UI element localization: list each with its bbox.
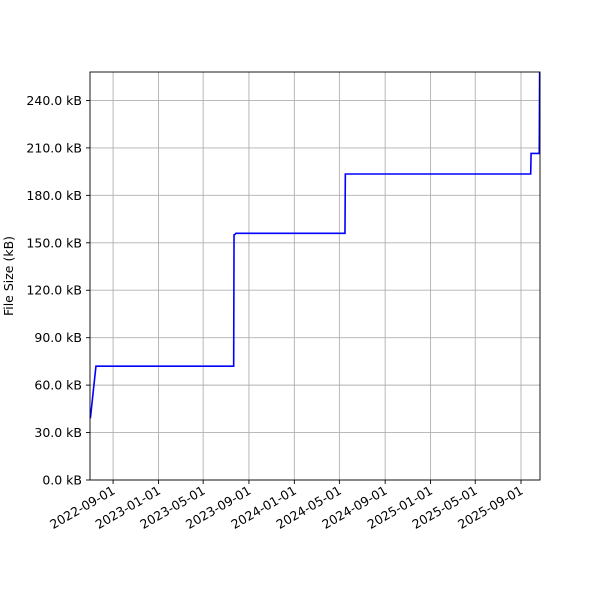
grid-lines: [90, 72, 540, 481]
axis-ticks: [86, 100, 522, 484]
y-tick-label: 90.0 kB: [34, 330, 82, 345]
y-tick-label: 60.0 kB: [34, 378, 82, 393]
y-tick-label: 150.0 kB: [26, 235, 82, 250]
series-line: [89, 71, 541, 419]
y-tick-label: 30.0 kB: [34, 425, 82, 440]
y-tick-label: 210.0 kB: [26, 140, 82, 155]
y-tick-label: 0.0 kB: [42, 473, 82, 488]
y-tick-label: 240.0 kB: [26, 93, 82, 108]
plot-frame: [89, 71, 541, 481]
y-tick-label: 120.0 kB: [26, 283, 82, 298]
y-axis-title: File Size (kB): [1, 236, 16, 316]
tick-labels: 2022-09-012023-01-012023-05-012023-09-01…: [26, 93, 525, 532]
y-tick-label: 180.0 kB: [26, 188, 82, 203]
series-layer: [89, 71, 541, 419]
